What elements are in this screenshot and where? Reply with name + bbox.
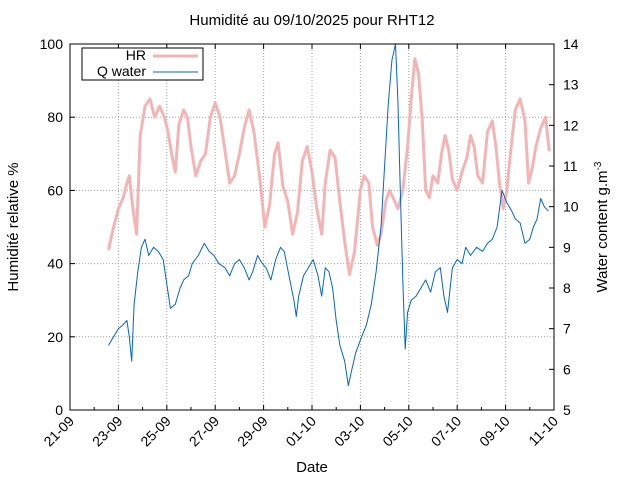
y-axis-left-label: Humidité relative % bbox=[5, 162, 22, 291]
y-right-tick-label: 9 bbox=[563, 239, 571, 255]
y-right-tick-label: 13 bbox=[563, 77, 579, 93]
y-right-tick-label: 7 bbox=[563, 321, 571, 337]
legend: HR Q water bbox=[81, 47, 204, 81]
y-right-tick-label: 10 bbox=[563, 199, 579, 215]
y-right-tick-label: 14 bbox=[563, 36, 579, 52]
series-line-q-water bbox=[108, 43, 549, 387]
chart-title: Humidité au 09/10/2025 pour RHT12 bbox=[189, 12, 434, 29]
legend-label-q-water: Q water bbox=[97, 63, 146, 79]
y-axis-right-label-main: Water content g.m bbox=[594, 170, 611, 292]
y-right-tick-label: 5 bbox=[563, 402, 571, 418]
y-axis-right-label-sup: -3 bbox=[593, 161, 604, 170]
y-left-tick-label: 20 bbox=[47, 329, 63, 345]
series-line-hr bbox=[107, 57, 551, 277]
y-right-tick-label: 11 bbox=[563, 158, 578, 174]
y-left-tick-label: 60 bbox=[47, 182, 63, 198]
y-right-tick-label: 8 bbox=[563, 280, 571, 296]
y-axis-right: 5 6 7 8 9 10 11 12 13 14 bbox=[549, 36, 579, 418]
legend-box bbox=[81, 47, 204, 81]
y-axis-right-label: Water content g.m-3 bbox=[593, 161, 611, 292]
y-right-tick-label: 12 bbox=[563, 117, 579, 133]
y-left-tick-label: 100 bbox=[40, 36, 64, 52]
x-axis-label: Date bbox=[296, 459, 328, 476]
y-left-tick-label: 40 bbox=[47, 256, 63, 272]
legend-label-hr: HR bbox=[126, 47, 146, 63]
y-axis-left: 0 20 40 60 80 100 bbox=[40, 36, 75, 418]
y-left-tick-label: 80 bbox=[47, 109, 63, 125]
y-left-tick-label: 0 bbox=[55, 402, 63, 418]
series-layer bbox=[107, 43, 551, 387]
y-right-tick-label: 6 bbox=[563, 361, 571, 377]
